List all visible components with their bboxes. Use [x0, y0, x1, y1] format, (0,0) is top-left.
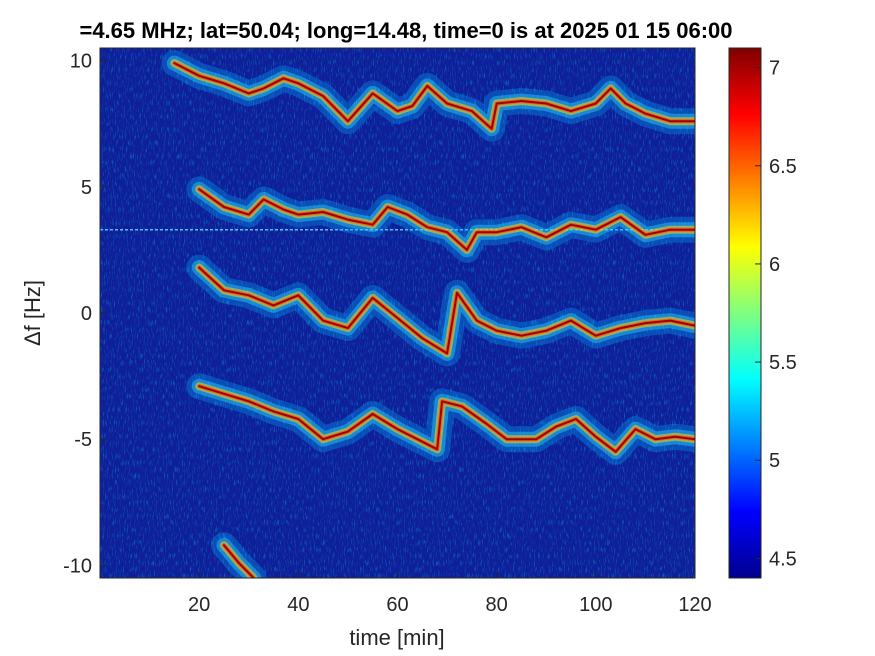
plot-area [99, 47, 696, 579]
colorbar-ticks: 4.5 5 5.5 6 6.5 7 [755, 58, 797, 570]
colorbar-tick-label: 6.5 [769, 156, 797, 178]
trace-3-layer-5 [198, 266, 695, 355]
x-tick-label: 20 [188, 594, 210, 616]
colorbar-tick-label: 6 [769, 254, 780, 276]
colorbar-gradient [728, 47, 762, 579]
colorbar-tick-label: 7 [769, 58, 780, 80]
x-tick-label: 40 [287, 594, 309, 616]
y-tick-label: -5 [74, 429, 92, 451]
chart-title: =4.65 MHz; lat=50.04; long=14.48, time=0… [79, 18, 732, 43]
trace-1 [161, 50, 695, 142]
trace-4 [186, 373, 695, 465]
trace-5-layer-5 [223, 544, 255, 578]
x-axis-ticks: 20 40 60 80 100 120 [188, 572, 712, 616]
colorbar-tick-label: 4.5 [769, 548, 797, 570]
y-tick-label: -10 [63, 555, 92, 577]
colorbar: 4.5 5 5.5 6 6.5 7 [728, 47, 797, 579]
colorbar-tick-label: 5.5 [769, 352, 797, 374]
x-tick-label: 80 [486, 594, 508, 616]
x-tick-label: 100 [579, 594, 612, 616]
y-tick-label: 0 [81, 303, 92, 325]
trace-1-layer-5 [173, 62, 695, 130]
trace-3 [186, 254, 695, 367]
y-tick-label: 10 [70, 51, 92, 73]
trace-2-layer-5 [198, 188, 695, 251]
y-tick-label: 5 [81, 177, 92, 199]
trace-5 [211, 532, 267, 578]
trace-2 [186, 176, 695, 263]
x-tick-label: 120 [678, 594, 711, 616]
y-axis-ticks: 10 5 0 -5 -10 [63, 51, 106, 577]
x-axis-label: time [min] [349, 625, 444, 650]
x-tick-label: 60 [386, 594, 408, 616]
trace-4-layer-5 [198, 385, 695, 453]
colorbar-tick-label: 5 [769, 450, 780, 472]
y-axis-label: Δf [Hz] [20, 280, 45, 346]
